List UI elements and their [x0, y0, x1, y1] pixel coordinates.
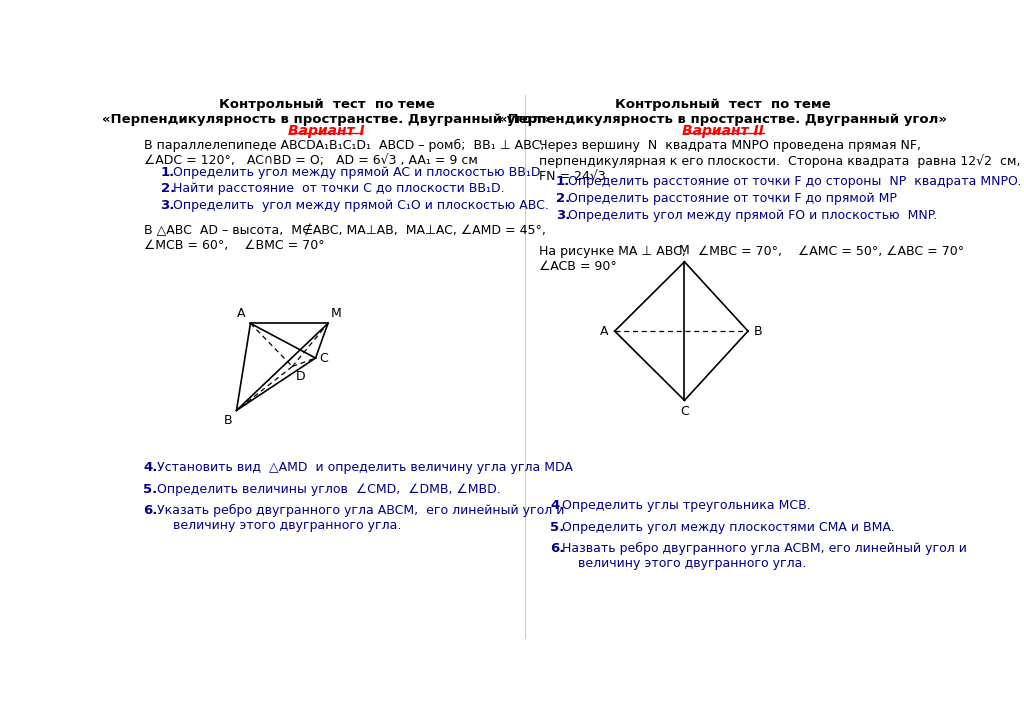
Text: A: A — [600, 325, 608, 338]
Text: C: C — [319, 352, 328, 365]
Text: Через вершину  N  квадрата MNPO проведена прямая NF,
перпендикулярная к его плос: Через вершину N квадрата MNPO проведена … — [539, 139, 1020, 183]
Text: A: A — [238, 307, 246, 320]
Text: Вариант II: Вариант II — [682, 124, 764, 138]
Text: Определить  угол между прямой C₁O и плоскостью ABC.: Определить угол между прямой C₁O и плоск… — [173, 199, 549, 212]
Text: Контрольный  тест  по теме
«Перпендикулярность в пространстве. Двугранный угол»: Контрольный тест по теме «Перпендикулярн… — [102, 98, 551, 125]
Text: Назвать ребро двугранного угла ACBM, его линейный угол и
    величину этого двуг: Назвать ребро двугранного угла ACBM, его… — [562, 542, 967, 570]
Text: 6.: 6. — [550, 542, 565, 555]
Text: B: B — [755, 325, 763, 338]
Text: Указать ребро двугранного угла ABCM,  его линейный угол и
    величину этого дву: Указать ребро двугранного угла ABCM, его… — [158, 505, 565, 532]
Text: Вариант I: Вариант I — [288, 124, 365, 138]
Text: M: M — [331, 307, 342, 320]
Text: 2.: 2. — [161, 183, 175, 196]
Text: 4.: 4. — [550, 499, 565, 512]
Text: D: D — [295, 370, 305, 383]
Text: Определить расстояние от точки F до прямой MP: Определить расстояние от точки F до прям… — [568, 191, 897, 204]
Text: В △ABC  AD – высота,  M∉ABC, MA⊥AB,  MA⊥AC, ∠AMD = 45°,
∠MCB = 60°,    ∠BMC = 70: В △ABC AD – высота, M∉ABC, MA⊥AB, MA⊥AC,… — [143, 224, 546, 252]
Text: Определить углы треугольника MCB.: Определить углы треугольника MCB. — [562, 499, 811, 512]
Text: 5.: 5. — [143, 483, 158, 496]
Text: M: M — [679, 244, 690, 257]
Text: B: B — [224, 414, 232, 427]
Text: Определить угол между прямой AC и плоскостью BB₁D.: Определить угол между прямой AC и плоско… — [173, 165, 545, 178]
Text: В параллелепипеде ABCDA₁B₁C₁D₁  ABCD – ромб;  BB₁ ⊥ ABC,
∠ADC = 120°,   AC∩BD = : В параллелепипеде ABCDA₁B₁C₁D₁ ABCD – ро… — [143, 139, 544, 167]
Text: 4.: 4. — [143, 461, 158, 474]
Text: 3.: 3. — [556, 209, 570, 222]
Text: 3.: 3. — [161, 199, 175, 212]
Text: C: C — [680, 405, 689, 418]
Text: 1.: 1. — [161, 165, 175, 178]
Text: 6.: 6. — [143, 505, 158, 518]
Text: 2.: 2. — [556, 191, 570, 204]
Text: Определить расстояние от точки F до стороны  NP  квадрата MNPO.: Определить расстояние от точки F до стор… — [568, 175, 1022, 188]
Text: 1.: 1. — [556, 175, 570, 188]
Text: Определить угол между плоскостями CMA и BMA.: Определить угол между плоскостями CMA и … — [562, 521, 895, 534]
Text: Найти расстояние  от точки C до плоскости BB₁D.: Найти расстояние от точки C до плоскости… — [173, 183, 505, 196]
Text: На рисунке MA ⊥ ABC,   ∠MBC = 70°,    ∠AMC = 50°, ∠ABC = 70°
∠ACB = 90°: На рисунке MA ⊥ ABC, ∠MBC = 70°, ∠AMC = … — [539, 245, 964, 273]
Text: 5.: 5. — [550, 521, 564, 534]
Text: Установить вид  △AMD  и определить величину угла угла MDA: Установить вид △AMD и определить величин… — [158, 461, 573, 474]
Text: Контрольный  тест  по теме
«Перпендикулярность в пространстве. Двугранный угол»: Контрольный тест по теме «Перпендикулярн… — [500, 98, 947, 125]
Text: Определить величины углов  ∠CMD,  ∠DMB, ∠MBD.: Определить величины углов ∠CMD, ∠DMB, ∠M… — [158, 483, 501, 496]
Text: Определить угол между прямой FO и плоскостью  MNP.: Определить угол между прямой FO и плоско… — [568, 209, 937, 222]
